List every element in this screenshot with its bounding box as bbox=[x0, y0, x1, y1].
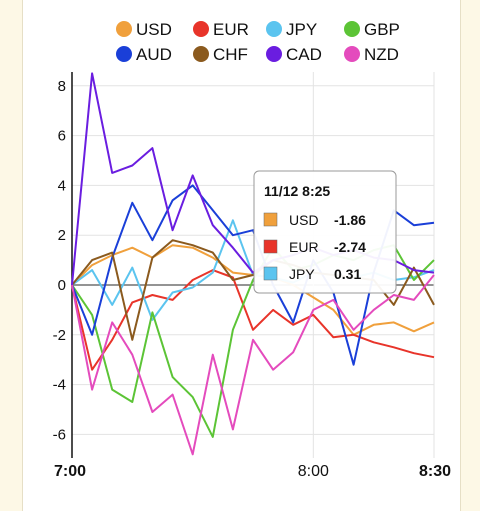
tooltip: 11/12 8:25 USD -1.86 EUR -2.74 JPY 0.31 bbox=[253, 170, 397, 294]
legend-swatch-cad bbox=[266, 46, 282, 62]
tooltip-label-jpy: JPY bbox=[289, 266, 315, 282]
legend-swatch-nzd bbox=[344, 46, 360, 62]
legend-swatch-jpy bbox=[266, 21, 282, 37]
tooltip-swatch-eur bbox=[263, 239, 278, 254]
legend-swatch-aud bbox=[116, 46, 132, 62]
tooltip-box bbox=[253, 170, 397, 294]
tooltip-label-usd: USD bbox=[289, 212, 319, 228]
legend-swatch-gbp bbox=[344, 21, 360, 37]
series-line-nzd[interactable] bbox=[71, 274, 435, 456]
tooltip-value-jpy: 0.31 bbox=[334, 266, 361, 282]
x-tick-label: 8:00 bbox=[298, 463, 329, 480]
legend-label-gbp[interactable]: GBP bbox=[364, 20, 400, 39]
y-tick-label: -2 bbox=[53, 327, 66, 344]
legend-swatch-usd bbox=[116, 21, 132, 37]
tooltip-value-usd: -1.86 bbox=[334, 212, 366, 228]
tooltip-swatch-jpy bbox=[263, 266, 278, 281]
y-tick-label: 4 bbox=[58, 177, 66, 194]
y-tick-label: 6 bbox=[58, 128, 66, 145]
y-tick-label: 0 bbox=[58, 277, 66, 294]
legend-swatch-eur bbox=[193, 21, 209, 37]
legend: USD EUR JPY GBP AUD CHF CAD NZD bbox=[116, 20, 400, 64]
tooltip-label-eur: EUR bbox=[289, 239, 319, 255]
legend-label-jpy[interactable]: JPY bbox=[286, 20, 317, 39]
grid bbox=[71, 72, 435, 458]
y-tick-label: 8 bbox=[58, 78, 66, 95]
tooltip-swatch-usd bbox=[263, 212, 278, 227]
tooltip-title: 11/12 8:25 bbox=[264, 183, 330, 199]
x-tick-label: 8:30 bbox=[419, 463, 451, 480]
legend-label-usd[interactable]: USD bbox=[136, 20, 172, 39]
tooltip-value-eur: -2.74 bbox=[334, 239, 366, 255]
legend-label-nzd[interactable]: NZD bbox=[364, 45, 399, 64]
x-tick-label: 7:00 bbox=[54, 463, 86, 480]
legend-label-chf[interactable]: CHF bbox=[213, 45, 248, 64]
y-tick-label: -4 bbox=[53, 377, 66, 394]
series-line-eur[interactable] bbox=[71, 269, 435, 371]
legend-swatch-chf bbox=[193, 46, 209, 62]
legend-label-eur[interactable]: EUR bbox=[213, 20, 249, 39]
legend-label-cad[interactable]: CAD bbox=[286, 45, 322, 64]
y-tick-label: -6 bbox=[53, 426, 66, 443]
y-tick-label: 2 bbox=[58, 227, 66, 244]
x-axis: 7:00 8:00 8:30 bbox=[54, 463, 451, 480]
legend-label-aud[interactable]: AUD bbox=[136, 45, 172, 64]
y-axis: 8 6 4 2 0 -2 -4 -6 bbox=[53, 78, 66, 444]
